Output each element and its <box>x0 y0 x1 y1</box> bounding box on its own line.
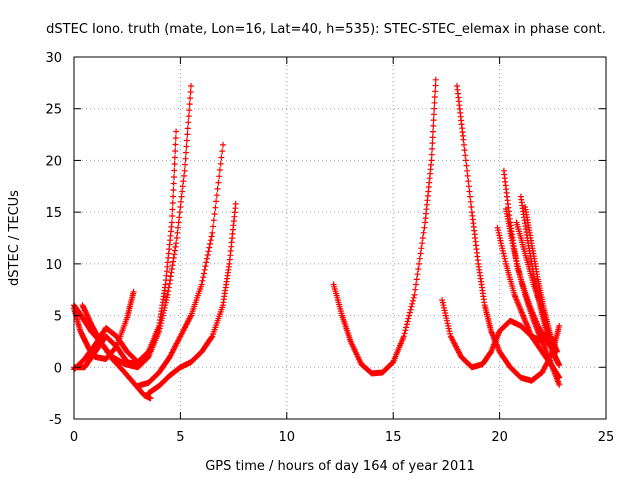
y-tick-label: 20 <box>45 154 62 169</box>
chart-title: dSTEC Iono. truth (mate, Lon=16, Lat=40,… <box>46 22 606 37</box>
series-markers <box>330 76 439 377</box>
x-tick-label: 10 <box>279 430 296 445</box>
y-tick-label: 30 <box>45 51 62 66</box>
series-markers <box>71 128 180 373</box>
data-series <box>522 204 561 355</box>
data-series <box>71 83 194 371</box>
x-tick-label: 15 <box>385 430 402 445</box>
x-tick-label: 0 <box>70 430 78 445</box>
y-axis-label: dSTEC / TECUs <box>7 190 22 286</box>
plot-frame <box>73 56 607 420</box>
y-tick-label: 10 <box>45 258 62 273</box>
x-tick-label: 25 <box>598 430 615 445</box>
data-series <box>330 76 439 377</box>
y-tick-label: -5 <box>49 413 62 428</box>
series-markers <box>145 200 239 397</box>
x-tick-label: 5 <box>176 430 184 445</box>
y-tick-label: 25 <box>45 103 62 118</box>
axis-ticks: 0 5 10 15 20 25 -5 0 5 10 15 20 25 30 <box>45 51 614 445</box>
data-series <box>134 141 226 389</box>
data-series <box>71 128 180 373</box>
series-markers <box>71 83 194 371</box>
x-axis-label: GPS time / hours of day 164 of year 2011 <box>205 459 475 474</box>
y-tick-label: 15 <box>45 206 62 221</box>
data-series <box>145 200 239 397</box>
x-tick-label: 20 <box>491 430 508 445</box>
data-points <box>71 76 563 402</box>
y-tick-label: 0 <box>54 361 62 376</box>
y-tick-label: 5 <box>54 310 62 325</box>
data-series <box>79 302 154 402</box>
